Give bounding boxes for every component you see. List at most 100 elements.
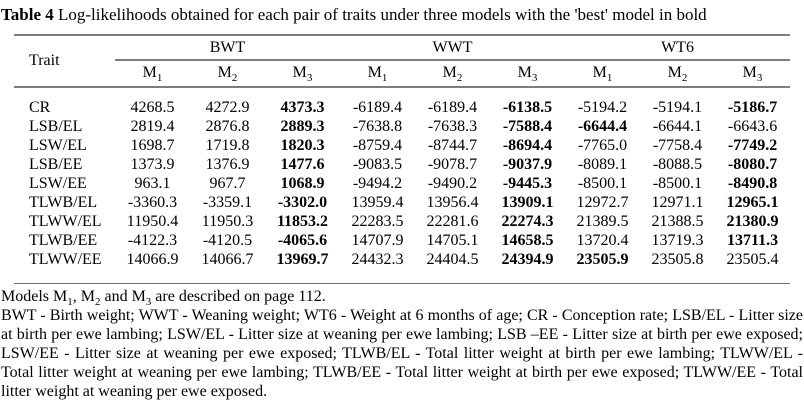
value-cell: -6189.4 [427,99,478,116]
table-caption-text: Log-likelihoods obtained for each pair o… [53,5,707,24]
value-cell: 2889.3 [280,118,325,135]
trait-cell: TLWW/EE [29,251,102,268]
table-row: TLWW/EE 14066.9 14066.7 13969.7 24432.3 24404… [14,250,790,284]
value-cell: -9490.2 [427,175,478,192]
value-cell: -8088.5 [652,156,703,173]
value-cell: -8694.4 [502,137,553,154]
table-row: LSW/EL 1698.7 1719.8 1820.3 -8759.4 -8744.7 -8… [14,136,790,155]
table-row: LSB/EE 1373.9 1376.9 1477.6 -9083.5 -9078.7 -9… [14,155,790,174]
value-cell: 14705.1 [426,232,479,249]
value-cell: -8500.1 [652,175,703,192]
value-cell: 12965.1 [726,194,779,211]
trait-cell: LSW/EL [29,137,87,154]
trait-cell: LSB/EE [29,156,83,173]
trait-cell: TLWB/EL [29,194,98,211]
value-cell: 23505.8 [651,251,704,268]
value-cell: -8759.4 [352,137,403,154]
table-body: CR 4268.5 4272.9 4373.3 -6189.4 -6189.4 -6138.… [14,87,790,284]
value-cell: -9494.2 [352,175,403,192]
value-cell: 1719.8 [205,137,250,154]
value-cell: -7638.3 [427,118,478,135]
table-footnotes: Models M1, M2 and M3 are described on pa… [0,284,804,401]
footnote-models: Models M1, M2 and M3 are described on pa… [1,288,326,309]
value-cell: -6643.6 [727,118,778,135]
value-cell: 23505.4 [726,251,779,268]
model-header-wt6-m1: M1 [565,60,641,88]
value-cell: 22281.6 [426,213,479,230]
value-cell: -5186.7 [727,99,778,116]
value-cell: 24432.3 [351,251,404,268]
group-header-bwt: BWT [115,35,341,61]
value-cell: -8500.1 [577,175,628,192]
value-cell: 13956.4 [426,194,479,211]
value-cell: -3302.0 [277,194,328,211]
model-header-row: M1 M2 M3 M1 M2 M3 M1 M2 M3 [14,60,791,88]
trait-cell: TLWB/EE [29,232,98,249]
model-header-wwt-m2: M2 [415,60,491,88]
value-cell: 11950.3 [201,213,254,230]
value-cell: 13720.4 [576,232,629,249]
log-likelihood-table: Trait BWT WWT WT6 M1 M2 M3 M1 M2 M3 M1 M2 M3 CR 426… [14,34,791,284]
value-cell: -9078.7 [427,156,478,173]
value-cell: 13909.1 [501,194,554,211]
table-row: CR 4268.5 4272.9 4373.3 -6189.4 -6189.4 -6138.… [14,87,790,117]
table-row: LSW/EE 963.1 967.7 1068.9 -9494.2 -9490.2 -944… [14,174,790,193]
value-cell: 1068.9 [280,175,325,192]
table-row: LSB/EL 2819.4 2876.8 2889.3 -7638.8 -7638.3 -7… [14,117,790,136]
value-cell: 4373.3 [280,99,325,116]
value-cell: -7765.0 [577,137,628,154]
value-cell: -6189.4 [352,99,403,116]
value-cell: 24404.5 [426,251,479,268]
value-cell: 13711.3 [726,232,779,249]
value-cell: 21388.5 [651,213,704,230]
value-cell: 13969.7 [276,251,329,268]
value-cell: 23505.9 [576,251,629,268]
model-header-wt6-m2: M2 [640,60,716,88]
column-header-trait: Trait [14,35,115,88]
value-cell: 4268.5 [130,99,175,116]
value-cell: 967.7 [209,175,246,192]
model-header-wwt-m1: M1 [340,60,416,88]
value-cell: -6644.4 [577,118,628,135]
value-cell: 13959.4 [351,194,404,211]
model-header-bwt-m2: M2 [190,60,265,88]
value-cell: 13719.3 [651,232,704,249]
value-cell: -4065.6 [277,232,328,249]
trait-cell: TLWW/EL [29,213,102,230]
model-header-bwt-m3: M3 [265,60,341,88]
value-cell: 14066.7 [201,251,254,268]
trait-cell: LSW/EE [29,175,87,192]
value-cell: -5194.2 [577,99,628,116]
value-cell: 24394.9 [501,251,554,268]
value-cell: -8744.7 [427,137,478,154]
model-header-wwt-m3: M3 [490,60,566,88]
value-cell: 2876.8 [205,118,250,135]
value-cell: 14707.9 [351,232,404,249]
value-cell: 11853.2 [276,213,329,230]
value-cell: 963.1 [134,175,171,192]
value-cell: 21380.9 [726,213,779,230]
value-cell: -7758.4 [652,137,703,154]
value-cell: -9037.9 [502,156,553,173]
value-cell: 14658.5 [501,232,554,249]
value-cell: 12972.7 [576,194,629,211]
value-cell: -7588.4 [502,118,553,135]
table-row: TLWW/EL 11950.4 11950.3 11853.2 22283.5 22281… [14,212,790,231]
value-cell: -6644.1 [652,118,703,135]
value-cell: 22283.5 [351,213,404,230]
footnote-abbreviations: BWT - Birth weight; WWT - Weaning weight… [1,307,803,400]
value-cell: -9083.5 [352,156,403,173]
value-cell: -4120.5 [202,232,253,249]
value-cell: -6138.5 [502,99,553,116]
value-cell: -4122.3 [127,232,178,249]
value-cell: -3359.1 [202,194,253,211]
value-cell: 14066.9 [126,251,179,268]
value-cell: 1373.9 [130,156,175,173]
value-cell: 22274.3 [501,213,554,230]
value-cell: 12971.1 [651,194,704,211]
value-cell: 1820.3 [280,137,325,154]
value-cell: 4272.9 [205,99,250,116]
value-cell: -8080.7 [727,156,778,173]
value-cell: -7749.2 [727,137,778,154]
